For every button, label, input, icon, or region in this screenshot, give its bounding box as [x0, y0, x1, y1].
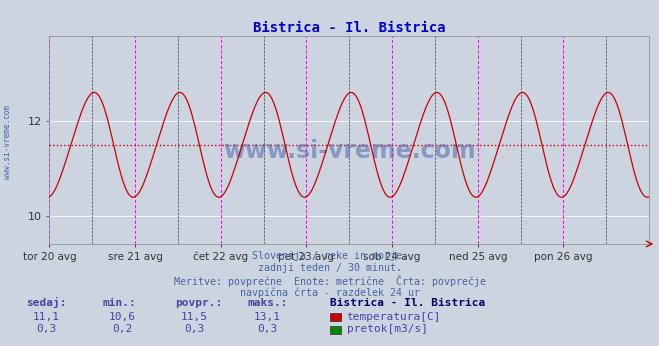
Text: 10,6: 10,6 [109, 312, 135, 321]
Text: temperatura[C]: temperatura[C] [347, 312, 441, 321]
Text: 11,5: 11,5 [181, 312, 208, 321]
Text: povpr.:: povpr.: [175, 298, 222, 308]
Text: Slovenija / reke in morje.: Slovenija / reke in morje. [252, 251, 407, 261]
Text: navpična črta - razdelek 24 ur: navpična črta - razdelek 24 ur [239, 287, 420, 298]
Text: min.:: min.: [102, 298, 136, 308]
Text: 0,2: 0,2 [112, 325, 132, 334]
Text: www.si-vreme.com: www.si-vreme.com [3, 105, 13, 179]
Text: www.si-vreme.com: www.si-vreme.com [223, 138, 476, 163]
Text: 11,1: 11,1 [33, 312, 59, 321]
Text: pretok[m3/s]: pretok[m3/s] [347, 325, 428, 334]
Text: sedaj:: sedaj: [26, 297, 67, 308]
Text: maks.:: maks.: [247, 298, 287, 308]
Title: Bistrica - Il. Bistrica: Bistrica - Il. Bistrica [253, 21, 445, 35]
Text: zadnji teden / 30 minut.: zadnji teden / 30 minut. [258, 263, 401, 273]
Text: Bistrica - Il. Bistrica: Bistrica - Il. Bistrica [330, 298, 485, 308]
Text: 13,1: 13,1 [254, 312, 280, 321]
Text: 0,3: 0,3 [36, 325, 56, 334]
Text: 0,3: 0,3 [185, 325, 204, 334]
Text: 0,3: 0,3 [257, 325, 277, 334]
Text: Meritve: povprečne  Enote: metrične  Črta: povprečje: Meritve: povprečne Enote: metrične Črta:… [173, 275, 486, 287]
